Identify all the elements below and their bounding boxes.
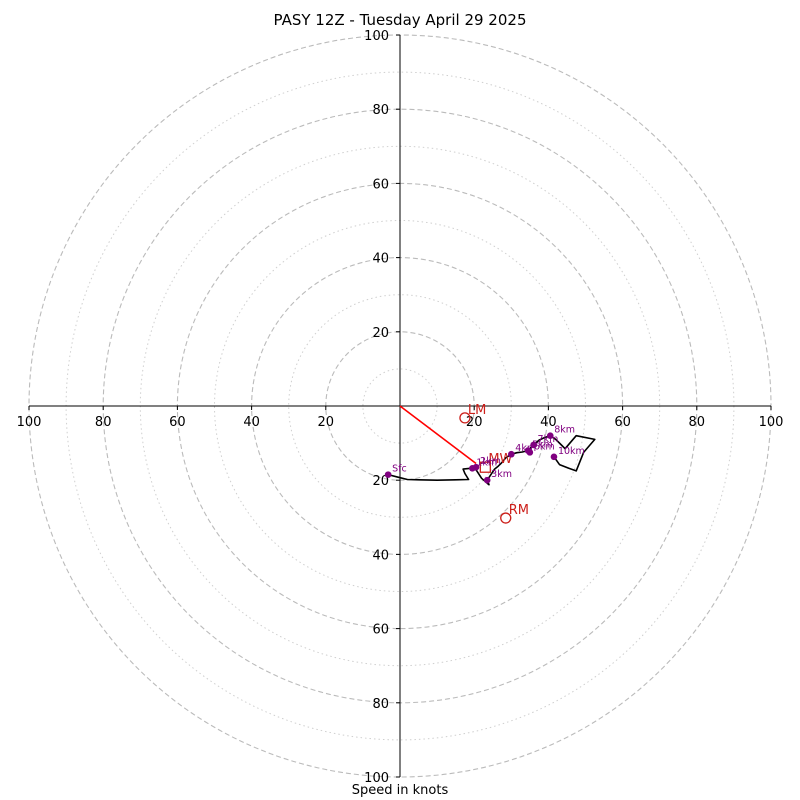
level-point [508, 450, 515, 458]
x-tick-label: 80 [95, 415, 112, 430]
chart-title: PASY 12Z - Tuesday April 29 2025 [273, 11, 527, 29]
x-axis-label: Speed in knots [351, 783, 449, 798]
level-point [526, 449, 534, 456]
storm-marker-mw [479, 461, 491, 473]
x-tick-label: 40 [540, 415, 557, 430]
level-point [530, 441, 537, 449]
level-point [483, 476, 491, 484]
level-label: Sfc [392, 464, 407, 475]
level-point [384, 471, 392, 478]
level-label: 7km [538, 434, 559, 445]
y-tick-label: 20 [372, 474, 389, 489]
level-label: 5km [532, 440, 553, 451]
y-tick-label: 100 [364, 29, 389, 44]
y-tick-label: 40 [372, 548, 389, 563]
storm-marker-rm [500, 512, 512, 524]
x-tick-label: 100 [759, 415, 784, 430]
y-tick-label: 40 [372, 252, 389, 267]
level-point [546, 432, 554, 439]
x-tick-label: 40 [243, 415, 260, 430]
level-label: 3km [491, 469, 512, 480]
storm-label-lm: LM [468, 403, 486, 418]
y-tick-label: 60 [372, 623, 389, 638]
level-label: 10km [558, 446, 585, 457]
level-label: 8km [554, 425, 575, 436]
level-label: 6km [534, 441, 555, 452]
level-point [472, 463, 480, 471]
mean-wind-vector [399, 405, 477, 465]
hodograph-line [387, 434, 596, 486]
x-tick-label: 20 [318, 415, 335, 430]
y-tick-label: 100 [364, 771, 389, 786]
x-tick-label: 80 [689, 415, 706, 430]
x-tick-label: 60 [614, 415, 631, 430]
level-point [550, 453, 558, 461]
y-tick-label: 80 [372, 697, 389, 712]
y-tick-label: 60 [372, 177, 389, 192]
storm-label-mw: MW [488, 452, 512, 467]
x-tick-label: 100 [17, 415, 42, 430]
level-label: 2km [480, 456, 501, 467]
x-tick-label: 60 [169, 415, 186, 430]
storm-label-rm: RM [509, 503, 529, 518]
level-label: 1km [476, 457, 497, 468]
storm-marker-lm [459, 412, 471, 424]
y-tick-label: 80 [372, 103, 389, 118]
y-tick-label: 20 [372, 326, 389, 341]
